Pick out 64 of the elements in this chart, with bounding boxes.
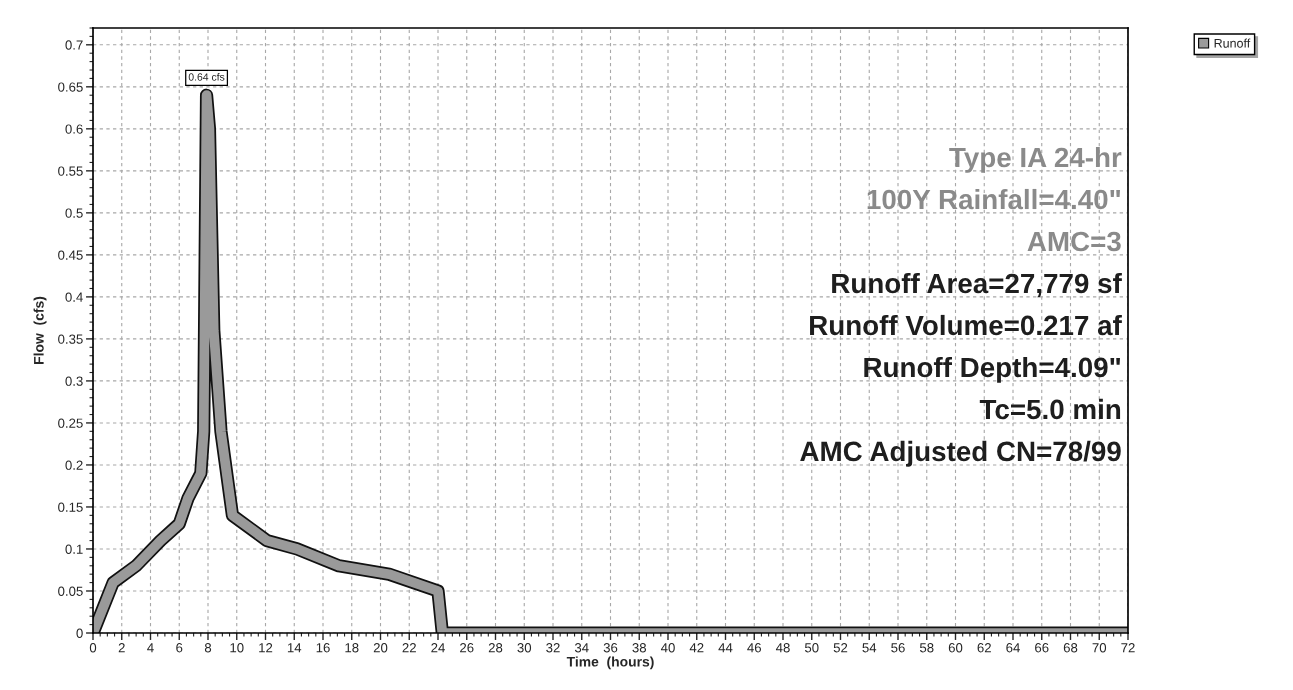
x-tick-label: 24	[431, 643, 445, 653]
y-tick-label: 0.15	[58, 502, 83, 512]
annotation: AMC Adjusted CN=78/99	[800, 440, 1121, 467]
y-tick-label: 0.45	[58, 250, 83, 260]
x-tick-label: 46	[747, 643, 762, 653]
y-tick-label: 0.55	[58, 166, 83, 176]
x-tick-label: 14	[287, 643, 302, 653]
x-tick-label: 22	[402, 643, 416, 653]
x-tick-label: 2	[118, 643, 125, 653]
x-axis-title: Time (hours)	[566, 656, 654, 670]
annotation: Tc=5.0 min	[979, 398, 1121, 420]
annotation: 100Y Rainfall=4.40"	[867, 188, 1120, 210]
x-tick-label: 34	[574, 643, 589, 653]
x-tick-label: 20	[373, 643, 388, 653]
annotation: Type IA 24-hr	[949, 146, 1122, 173]
x-tick-label: 42	[689, 643, 704, 653]
x-tick-label: 52	[833, 643, 848, 653]
x-tick-label: 16	[316, 643, 330, 653]
x-tick-label: 56	[891, 643, 905, 653]
x-tick-label: 38	[632, 643, 647, 653]
x-tick-label: 12	[259, 643, 273, 653]
x-tick-label: 36	[603, 643, 618, 653]
x-tick-label: 0	[89, 643, 97, 653]
x-tick-label: 72	[1121, 643, 1135, 653]
y-tick-label: 0.3	[65, 376, 83, 386]
y-tick-label: 0	[76, 628, 83, 638]
x-tick-label: 60	[948, 643, 963, 653]
x-tick-label: 28	[488, 643, 503, 653]
x-tick-label: 70	[1092, 643, 1107, 653]
y-axis-title: Flow (cfs)	[33, 296, 47, 364]
annotation: Runoff Volume=0.217 af	[810, 314, 1122, 336]
x-tick-label: 68	[1063, 643, 1078, 653]
y-tick-label: 0.35	[58, 334, 83, 344]
x-tick-label: 32	[546, 643, 560, 653]
y-tick-label: 0.6	[65, 124, 83, 134]
y-tick-label: 0.65	[58, 82, 83, 92]
x-tick-label: 48	[775, 643, 790, 653]
x-tick-label: 50	[804, 643, 819, 653]
x-tick-label: 18	[345, 643, 359, 653]
legend-label: Runoff	[1214, 38, 1251, 48]
x-tick-label: 4	[147, 643, 154, 653]
x-tick-label: 58	[919, 643, 934, 653]
x-tick-label: 62	[977, 643, 991, 653]
y-tick-label: 0.25	[58, 418, 83, 428]
x-tick-label: 66	[1035, 643, 1049, 653]
x-tick-label: 40	[660, 643, 675, 653]
annotation: Runoff Area=27,779 sf	[832, 272, 1122, 298]
y-tick-label: 0.4	[65, 292, 83, 302]
annotation: AMC=3	[1027, 231, 1121, 252]
annotation: Runoff Depth=4.09"	[864, 356, 1120, 383]
data-label: 0.64 cfs	[188, 73, 225, 81]
x-tick-label: 6	[176, 643, 183, 653]
x-tick-label: 64	[1006, 643, 1020, 653]
x-tick-label: 10	[230, 643, 244, 653]
x-tick-label: 30	[517, 643, 532, 653]
y-tick-label: 0.05	[58, 586, 83, 596]
y-tick-label: 0.7	[65, 40, 83, 50]
y-tick-label: 0.5	[65, 208, 83, 218]
y-tick-label: 0.2	[65, 460, 83, 470]
x-tick-label: 54	[862, 643, 877, 653]
y-tick-label: 0.1	[65, 544, 83, 554]
x-tick-label: 26	[460, 643, 474, 653]
x-tick-label: 8	[204, 643, 212, 653]
x-tick-label: 44	[718, 643, 733, 653]
